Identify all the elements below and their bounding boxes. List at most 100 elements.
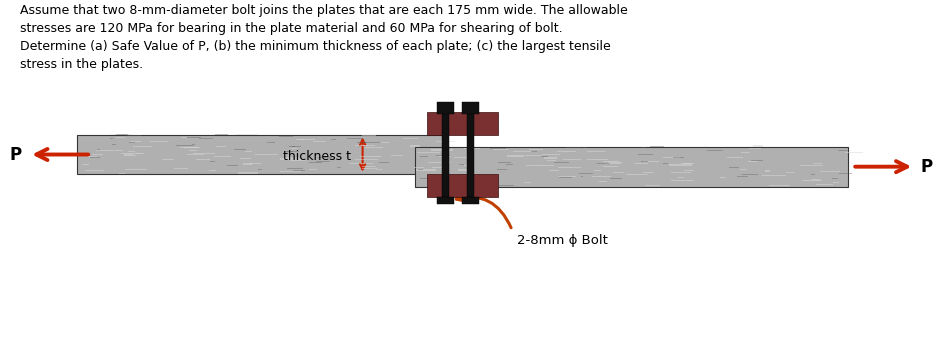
Bar — [597, 163, 609, 164]
Bar — [645, 185, 659, 186]
Bar — [762, 176, 784, 177]
Bar — [227, 165, 238, 166]
Bar — [458, 169, 469, 171]
Bar — [360, 156, 381, 157]
Bar — [92, 166, 102, 167]
Bar — [599, 180, 606, 182]
Bar — [442, 112, 449, 197]
Bar — [77, 134, 443, 174]
Bar — [642, 161, 659, 162]
Bar — [403, 138, 417, 139]
Bar — [292, 170, 305, 171]
Bar — [129, 151, 135, 153]
Bar — [420, 178, 435, 179]
Bar — [289, 160, 306, 161]
Bar — [492, 149, 508, 150]
Bar — [191, 144, 195, 145]
Bar — [680, 163, 690, 164]
Bar — [124, 155, 135, 156]
Bar — [728, 167, 738, 168]
Bar — [540, 156, 547, 157]
Bar — [607, 162, 622, 163]
Bar — [114, 150, 123, 151]
Bar — [309, 152, 325, 153]
Bar — [462, 197, 478, 205]
Bar — [243, 163, 252, 165]
Bar — [819, 171, 839, 172]
Bar — [280, 158, 300, 160]
Bar — [362, 166, 375, 167]
Bar — [633, 163, 647, 164]
Bar — [497, 162, 510, 163]
Bar — [430, 149, 453, 151]
Bar — [684, 163, 693, 164]
Bar — [586, 151, 604, 153]
Bar — [162, 159, 173, 160]
Bar — [593, 170, 601, 171]
Bar — [127, 135, 141, 136]
Bar — [120, 140, 132, 141]
Bar — [720, 177, 725, 178]
Bar — [82, 164, 89, 165]
Bar — [415, 169, 436, 171]
Bar — [109, 138, 113, 139]
Bar — [559, 177, 572, 178]
Bar — [299, 139, 315, 140]
Bar — [591, 176, 610, 177]
Bar — [794, 172, 803, 173]
Bar — [668, 164, 691, 166]
Bar — [419, 156, 427, 157]
Bar — [742, 174, 757, 175]
Bar — [603, 161, 618, 162]
Bar — [548, 170, 558, 171]
Bar — [322, 155, 337, 156]
Bar — [130, 141, 141, 142]
Bar — [250, 163, 261, 164]
Bar — [125, 169, 148, 170]
Bar — [111, 144, 115, 146]
Bar — [280, 171, 300, 172]
Bar — [362, 168, 377, 169]
Bar — [750, 160, 763, 161]
Bar — [558, 176, 576, 177]
Bar — [389, 164, 395, 165]
Bar — [288, 146, 301, 147]
Bar — [379, 162, 388, 163]
Bar — [362, 145, 375, 146]
Bar — [516, 154, 524, 155]
Bar — [350, 163, 372, 164]
Bar — [418, 169, 422, 170]
Bar — [315, 161, 329, 162]
Bar — [537, 165, 554, 166]
Bar — [193, 153, 214, 154]
Bar — [814, 163, 821, 164]
Bar — [336, 167, 341, 168]
Bar — [97, 149, 100, 150]
Bar — [279, 136, 293, 137]
Bar — [459, 164, 464, 165]
Bar — [92, 154, 103, 155]
Bar — [609, 178, 622, 179]
Bar — [213, 156, 230, 157]
Bar — [729, 176, 744, 177]
Bar — [233, 149, 246, 150]
Bar — [121, 153, 139, 154]
Bar — [741, 152, 749, 153]
Bar — [764, 170, 769, 172]
Bar — [736, 176, 747, 177]
Bar — [672, 157, 684, 158]
Bar — [641, 161, 647, 162]
Bar — [420, 181, 427, 183]
Bar — [454, 157, 473, 158]
Bar — [431, 167, 442, 168]
Bar — [258, 169, 262, 170]
Bar — [129, 142, 135, 143]
Bar — [296, 139, 305, 140]
Bar — [174, 168, 188, 169]
Bar — [182, 136, 187, 138]
Bar — [245, 151, 252, 152]
Bar — [768, 185, 789, 186]
Bar — [831, 178, 837, 179]
Bar — [838, 173, 852, 174]
Bar — [542, 154, 560, 155]
